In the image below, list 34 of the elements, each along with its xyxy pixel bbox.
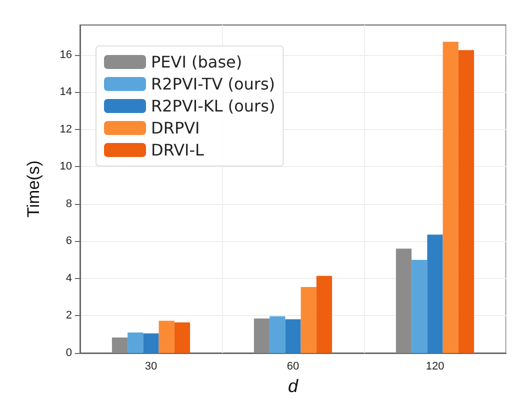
legend-label: PEVI (base) [151,52,242,72]
bar [427,234,443,353]
bar [158,320,174,353]
y-tick-label: 2 [66,310,72,322]
y-tick-label: 10 [60,160,72,173]
y-tick-label: 12 [60,123,72,136]
legend-label: DRVI-L [151,140,204,160]
bar [442,42,458,353]
bar [316,276,332,353]
y-tick-label: 16 [60,48,72,61]
bar [270,316,286,353]
bar [112,338,128,353]
y-tick-label: 0 [66,347,72,359]
bar [285,319,301,353]
x-tick-label: 30 [144,360,158,372]
y-tick-label: 4 [66,272,72,284]
x-tick-label: 60 [286,360,300,372]
bar [254,318,270,353]
y-tick-label: 8 [66,198,72,210]
x-axis-title: d [288,376,299,396]
y-tick-label: 6 [66,235,72,248]
legend-label: DRPVI [151,118,200,138]
bar [128,332,144,353]
bar [458,50,474,353]
bar [174,322,190,353]
x-tick-label: 120 [426,360,444,372]
bar [143,333,159,353]
legend-label: R2PVI-TV (ours) [151,74,276,94]
bar [396,248,412,353]
y-axis-title: Time(s) [24,160,43,218]
legend-label: R2PVI-KL (ours) [151,96,276,116]
y-tick-label: 14 [60,86,72,98]
bar [412,260,428,353]
bar [300,287,316,353]
